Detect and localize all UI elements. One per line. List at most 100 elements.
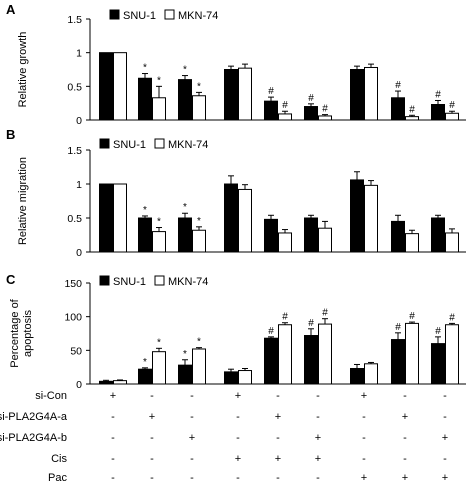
significance-hash: # (395, 80, 401, 91)
bar-snu1 (224, 183, 238, 253)
legend-swatch-snu1 (99, 138, 110, 149)
bar-snu1 (350, 69, 364, 121)
significance-hash: # (282, 100, 288, 111)
significance-hash: # (409, 311, 415, 322)
significance-asterisk: * (197, 216, 201, 227)
condition-label: si-PLA2G4A-b (0, 432, 67, 444)
condition-minus: - (111, 453, 115, 465)
significance-hash: # (435, 326, 441, 337)
legend-swatch-mkn74 (154, 275, 165, 286)
condition-minus: - (150, 453, 154, 465)
condition-plus: + (275, 411, 281, 423)
bar-mkn74 (445, 112, 459, 121)
condition-plus: + (189, 432, 195, 444)
significance-asterisk: * (157, 337, 161, 348)
y-axis-title-line-1: Percentage of (9, 298, 21, 367)
condition-minus: - (111, 432, 115, 444)
condition-minus: - (403, 432, 407, 444)
bar-snu1 (224, 371, 238, 385)
condition-label: si-Con (35, 390, 67, 402)
legend-label-snu1: SNU-1 (123, 10, 156, 22)
bar-snu1 (178, 79, 192, 121)
bar-mkn74 (192, 348, 206, 385)
y-tick-label: 50 (70, 345, 82, 357)
condition-minus: - (236, 472, 240, 484)
bar-mkn74 (238, 188, 252, 253)
bar-snu1 (178, 364, 192, 385)
legend-swatch-mkn74 (154, 138, 165, 149)
bar-mkn74 (318, 115, 332, 121)
panel-letter: B (6, 127, 15, 142)
condition-minus: - (150, 432, 154, 444)
bar-mkn74 (364, 184, 378, 253)
condition-minus: - (276, 390, 280, 402)
bar-snu1 (391, 97, 405, 121)
y-axis-title-line-2: apoptosis (22, 309, 34, 357)
bar-mkn74 (445, 324, 459, 385)
bar-snu1 (350, 368, 364, 385)
bar-snu1 (178, 217, 192, 253)
condition-plus: + (275, 453, 281, 465)
bar-mkn74 (405, 322, 419, 385)
significance-asterisk: * (157, 75, 161, 86)
legend-swatch-snu1 (109, 9, 120, 20)
y-tick-label: 150 (64, 278, 82, 290)
bar-snu1 (264, 100, 278, 121)
bar-mkn74 (405, 233, 419, 253)
bar-mkn74 (364, 66, 378, 121)
condition-minus: - (150, 390, 154, 402)
condition-label: Pac (48, 472, 67, 484)
bar-mkn74 (192, 229, 206, 253)
significance-asterisk: * (143, 63, 147, 74)
bar-snu1 (138, 217, 152, 253)
condition-minus: - (190, 411, 194, 423)
y-tick-label: 0 (76, 247, 82, 259)
bar-snu1 (138, 77, 152, 121)
significance-asterisk: * (197, 337, 201, 348)
bar-mkn74 (405, 116, 419, 121)
significance-hash: # (409, 104, 415, 115)
y-tick-label: 1 (76, 179, 82, 191)
condition-minus: - (236, 432, 240, 444)
bar-mkn74 (113, 380, 127, 385)
legend-label-mkn74: MKN-74 (168, 139, 208, 151)
significance-asterisk: * (143, 357, 147, 368)
y-axis-title: Relative migration (17, 157, 29, 245)
legend-swatch-snu1 (99, 275, 110, 286)
bar-snu1 (99, 183, 113, 253)
y-tick-label: 1.5 (67, 145, 82, 157)
bar-mkn74 (113, 183, 127, 253)
y-tick-label: 100 (64, 312, 82, 324)
significance-hash: # (395, 322, 401, 333)
condition-plus: + (235, 390, 241, 402)
bar-mkn74 (445, 232, 459, 253)
y-tick-label: 1 (76, 48, 82, 60)
significance-asterisk: * (183, 202, 187, 213)
panel-letter: C (6, 272, 16, 287)
condition-minus: - (150, 472, 154, 484)
significance-asterisk: * (157, 217, 161, 228)
bar-mkn74 (113, 52, 127, 121)
bar-mkn74 (238, 67, 252, 121)
condition-plus: + (442, 472, 448, 484)
legend-label-mkn74: MKN-74 (168, 276, 208, 288)
bar-mkn74 (238, 370, 252, 385)
bar-mkn74 (192, 95, 206, 121)
bar-snu1 (304, 106, 318, 121)
condition-minus: - (190, 390, 194, 402)
significance-hash: # (308, 318, 314, 329)
condition-plus: + (149, 411, 155, 423)
condition-minus: - (443, 453, 447, 465)
condition-minus: - (111, 411, 115, 423)
condition-minus: - (403, 390, 407, 402)
condition-minus: - (190, 453, 194, 465)
significance-hash: # (322, 308, 328, 319)
y-tick-label: 0 (76, 115, 82, 127)
condition-minus: - (443, 411, 447, 423)
legend-label-mkn74: MKN-74 (178, 10, 218, 22)
bar-snu1 (391, 339, 405, 385)
significance-hash: # (449, 312, 455, 323)
bar-mkn74 (152, 351, 166, 385)
